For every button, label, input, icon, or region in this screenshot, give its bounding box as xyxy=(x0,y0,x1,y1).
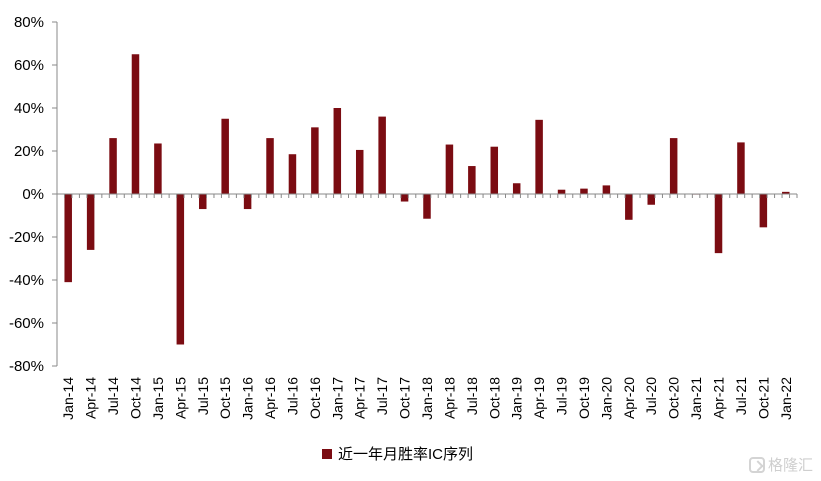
bar xyxy=(378,116,386,194)
watermark: 格隆汇 xyxy=(748,454,813,475)
y-tick-label: -80% xyxy=(9,358,44,375)
bar xyxy=(737,142,745,194)
legend-swatch xyxy=(322,449,332,459)
legend-label: 近一年月胜率IC序列 xyxy=(338,446,473,463)
x-tick-label: Jan-20 xyxy=(598,377,614,420)
x-tick-label: Apr-15 xyxy=(172,377,188,419)
bar xyxy=(423,194,431,219)
x-tick-label: Jan-18 xyxy=(419,377,435,420)
bar xyxy=(782,191,790,194)
x-tick-label: Oct-14 xyxy=(127,377,143,419)
bar xyxy=(288,154,297,194)
x-tick-label: Oct-17 xyxy=(397,377,413,419)
legend: 近一年月胜率IC序列 xyxy=(322,446,473,463)
y-tick-label: 60% xyxy=(14,57,44,74)
bar xyxy=(355,149,364,194)
x-tick-label: Oct-20 xyxy=(666,377,682,419)
x-tick-label: Apr-21 xyxy=(711,377,727,419)
bar xyxy=(580,188,588,195)
x-tick-label: Oct-21 xyxy=(755,377,771,419)
bar xyxy=(468,166,476,194)
bar xyxy=(714,194,723,254)
x-tick-label: Jul-20 xyxy=(643,377,659,415)
bar xyxy=(176,194,185,345)
x-tick-label: Jul-14 xyxy=(105,377,121,415)
y-tick-label: 80% xyxy=(14,14,44,31)
bar xyxy=(669,138,678,194)
bar xyxy=(131,54,140,194)
bar xyxy=(109,138,117,194)
bar xyxy=(490,146,499,194)
x-tick-label: Oct-18 xyxy=(486,377,502,419)
x-tick-label: Apr-14 xyxy=(83,377,99,419)
x-tick-label: Apr-19 xyxy=(531,377,547,419)
y-tick-label: -60% xyxy=(9,315,44,332)
bar xyxy=(333,108,342,194)
bar xyxy=(243,194,252,210)
x-tick-label: Jan-17 xyxy=(329,377,345,420)
x-tick-label: Jan-19 xyxy=(509,377,525,420)
bar xyxy=(625,194,633,220)
bar xyxy=(557,189,566,194)
y-tick-label: 0% xyxy=(22,186,44,203)
watermark-text: 格隆汇 xyxy=(767,457,813,474)
x-tick-label: Apr-17 xyxy=(352,377,368,419)
bar xyxy=(602,185,611,194)
bar xyxy=(535,119,543,194)
x-tick-label: Oct-16 xyxy=(307,377,323,419)
y-axis-ticks: 80% 60% 40% 20% 0% -20% -40% -60% -80% xyxy=(9,14,44,375)
y-tick-label: 40% xyxy=(14,100,44,117)
x-tick-label: Jul-16 xyxy=(284,377,300,415)
x-tick-label: Apr-16 xyxy=(262,377,278,419)
bar xyxy=(64,194,72,283)
y-tick-label: -40% xyxy=(9,272,44,289)
gelonghui-logo-icon xyxy=(748,456,765,473)
bar xyxy=(199,194,207,210)
bar xyxy=(647,194,655,205)
x-tick-label: Jul-21 xyxy=(733,377,749,415)
x-tick-label: Jan-15 xyxy=(150,377,166,420)
bar xyxy=(86,194,95,250)
x-tick-label: Jan-14 xyxy=(60,377,76,420)
x-tick-label: Oct-15 xyxy=(217,377,233,419)
axes xyxy=(52,21,798,367)
bar xyxy=(759,194,768,228)
bars xyxy=(64,54,790,345)
x-tick-label: Jul-15 xyxy=(195,377,211,415)
x-axis-ticks: Jan-14 Apr-14 Jul-14 Oct-14 Jan-15 Apr-15 Jul-… xyxy=(60,377,794,420)
y-tick-label: -20% xyxy=(9,229,44,246)
x-tick-label: Jan-21 xyxy=(688,377,704,420)
y-tick-label: 20% xyxy=(14,143,44,160)
bar xyxy=(154,143,162,194)
bar xyxy=(266,138,274,194)
x-tick-label: Jul-19 xyxy=(554,377,570,415)
x-tick-label: Jan-16 xyxy=(240,377,256,420)
x-tick-label: Jan-22 xyxy=(778,377,794,420)
x-tick-label: Jul-17 xyxy=(374,377,390,415)
bar xyxy=(400,194,409,202)
x-tick-label: Apr-20 xyxy=(621,377,637,419)
bar xyxy=(311,127,319,194)
bar xyxy=(221,118,229,194)
x-tick-label: Jul-18 xyxy=(464,377,480,415)
bar xyxy=(512,183,521,194)
x-tick-label: Oct-19 xyxy=(576,377,592,419)
bar xyxy=(445,144,454,194)
x-tick-label: Apr-18 xyxy=(441,377,457,419)
